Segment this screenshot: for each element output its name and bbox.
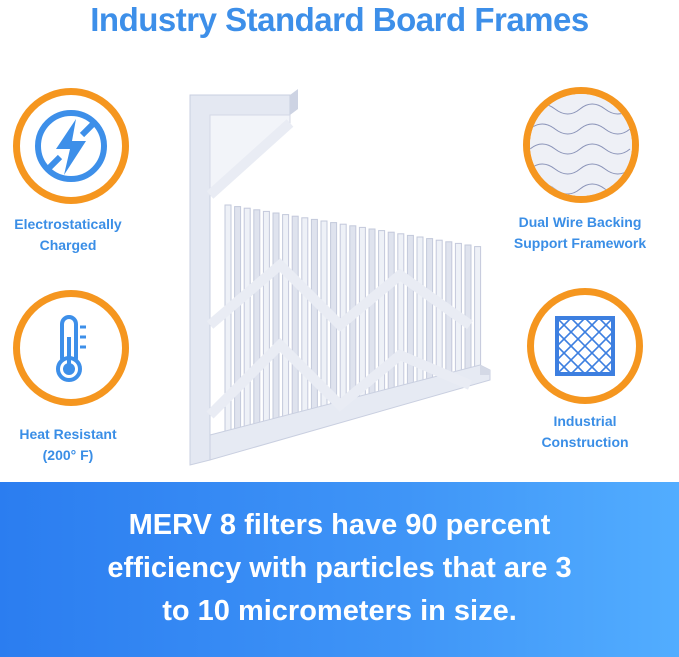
wire-backing-label: Dual Wire Backing Support Framework [490,212,670,254]
filter-pleat [243,207,251,431]
label-line: (200° F) [42,447,94,463]
filter-pleat [474,246,482,371]
label-line: Electrostatically [14,216,122,232]
filter-pleat [426,238,434,383]
filter-pleat [234,206,242,433]
filter-pleat [397,233,405,391]
label-line: Industrial [553,413,617,429]
label-line: Construction [541,434,629,450]
label-line: Charged [39,237,97,253]
filter-pleat [291,215,299,418]
label-line: Dual Wire Backing [518,214,642,230]
heat-feature-ring [13,290,129,406]
label-line: Support Framework [513,235,647,251]
banner-text: MERV 8 filters have 90 percent efficienc… [0,504,679,633]
filter-pleat [282,214,290,421]
wire-backing-feature-ring [523,87,639,203]
air-filter-image [189,89,491,466]
filter-pleat [272,212,280,423]
filter-pleat [262,210,270,426]
grid-frame-icon [555,316,615,376]
heat-label: Heat Resistant (200° F) [0,424,158,466]
construction-label: Industrial Construction [495,411,675,453]
page-title: Industry Standard Board Frames [90,1,589,38]
electrostatic-feature-ring [13,88,129,204]
filter-pleat [253,209,261,428]
no-static-icon [35,110,107,182]
label-line: Heat Resistant [19,426,117,442]
banner-line: to 10 micrometers in size. [162,595,517,627]
wire-mesh-icon [530,94,632,196]
filter-pleat [301,217,309,416]
merv-info-banner: MERV 8 filters have 90 percent efficienc… [0,482,679,657]
electrostatic-label: Electrostatically Charged [0,214,158,256]
filter-pleat [464,244,472,373]
thermometer-icon [56,315,86,382]
banner-line: MERV 8 filters have 90 percent [128,509,551,541]
construction-feature-ring [527,288,643,404]
banner-line: efficiency with particles that are 3 [107,552,572,584]
